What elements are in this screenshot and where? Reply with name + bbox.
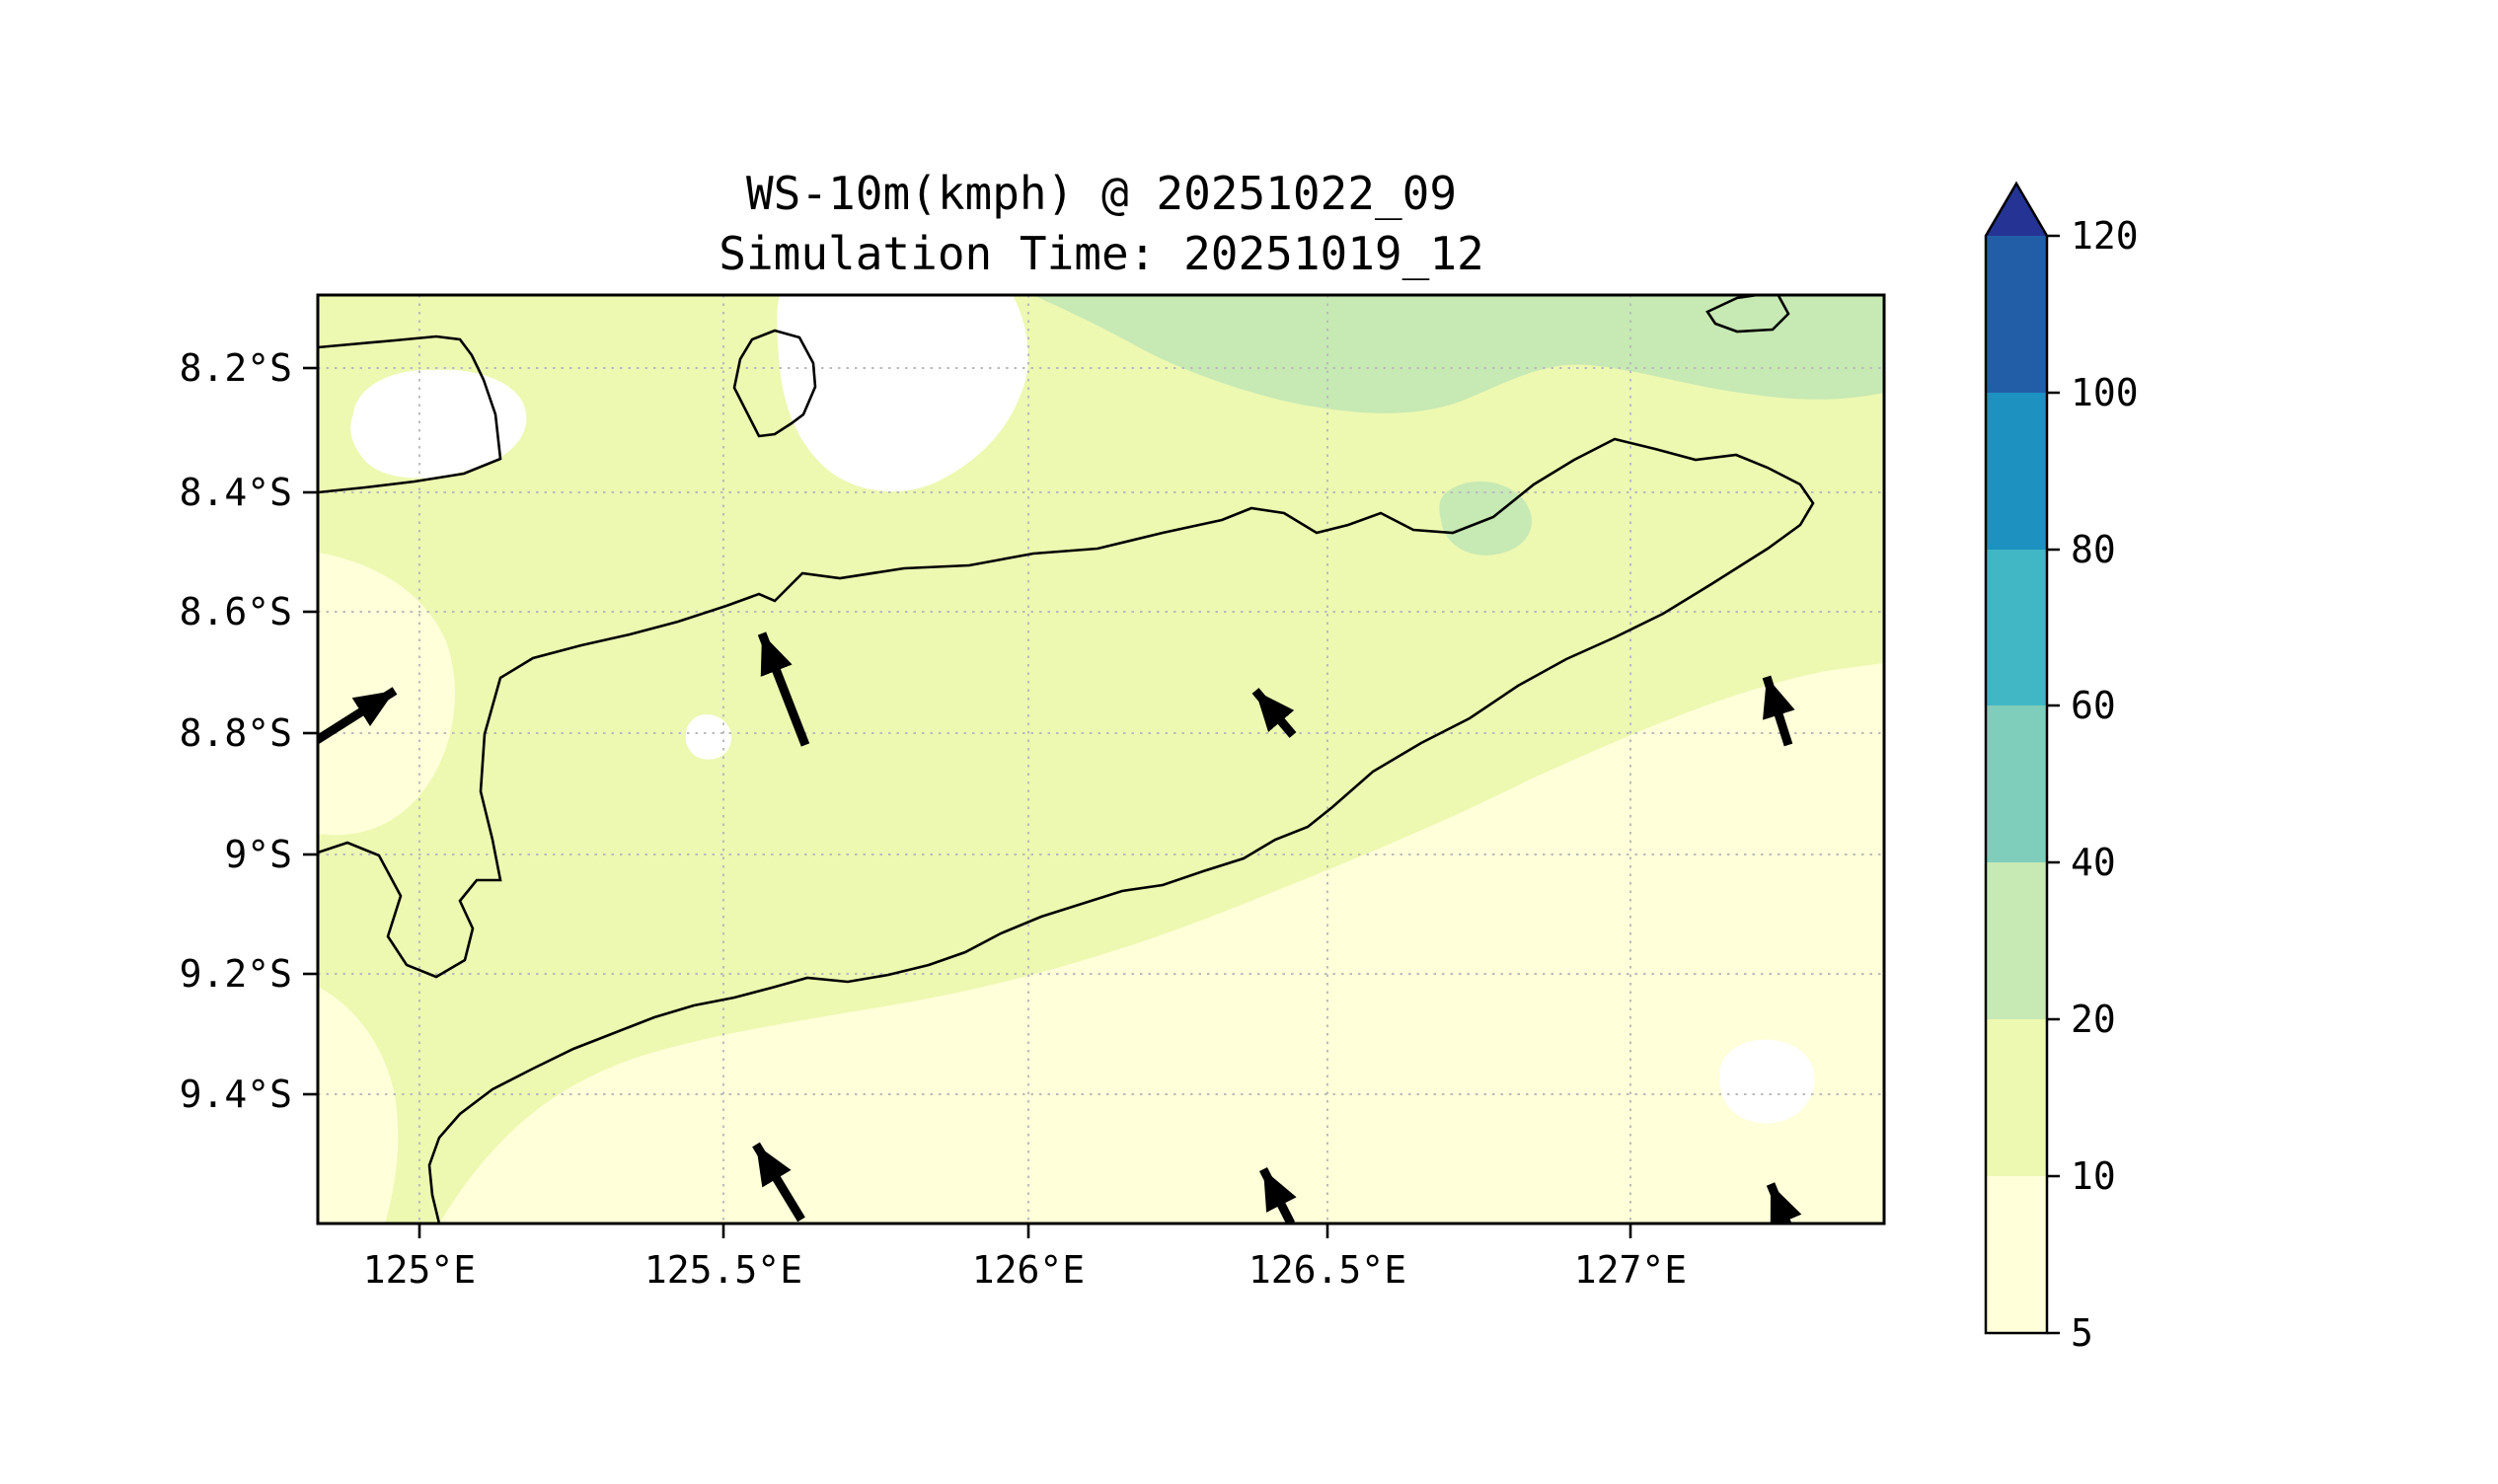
colorbar-segment-20-40 [1986, 862, 2047, 1019]
contour-below-5-north-center [777, 295, 1028, 492]
grid-lines [318, 295, 1884, 1224]
coastline-atauro [732, 329, 817, 438]
colorbar-label: 120 [2071, 214, 2139, 258]
colorbar-label: 20 [2071, 998, 2116, 1041]
x-tick-label: 126°E [972, 1248, 1085, 1292]
contour-below-5-southeast [1719, 1039, 1815, 1124]
coastline-timor [318, 437, 1815, 1224]
y-tick-label: 9°S [224, 833, 292, 876]
contour-band-5-10-south-sea [439, 663, 1884, 1224]
coastline-islet-northeast [1705, 295, 1790, 334]
colorbar-segment-80-100 [1986, 393, 2047, 550]
contour-band-20-40-northeast [1033, 295, 1884, 413]
colorbar-label: 5 [2071, 1311, 2093, 1355]
map-title: WS-10m(kmph) @ 20251022_09 [746, 167, 1457, 220]
y-tick-label: 8.4°S [180, 471, 292, 514]
map-plot-area [318, 295, 1884, 1224]
wind-arrows [318, 631, 1802, 1224]
colorbar-segment-60-80 [1986, 550, 2047, 705]
colorbar-segment-100-120 [1986, 236, 2047, 393]
contour-band-5-10-southwest [318, 987, 399, 1224]
wind-arrow-far-east [1762, 675, 1795, 747]
plot-border [316, 293, 1886, 1225]
map-subtitle: Simulation Time: 20251019_12 [719, 227, 1483, 280]
colorbar-over-triangle [1986, 184, 2047, 236]
colorbar-label: 60 [2071, 684, 2116, 727]
colorbar-outline [1984, 181, 2049, 1335]
x-tick-label: 125.5°E [644, 1248, 802, 1292]
colorbar-label: 80 [2071, 528, 2116, 571]
wind-arrow-south-east [1258, 1166, 1297, 1224]
x-tick-label: 126.5°E [1249, 1248, 1406, 1292]
wind-arrow-north-center [757, 631, 810, 747]
wind-arrow-west [318, 687, 398, 745]
axis-ticks [303, 366, 1632, 1238]
colorbar: 120 100 80 60 40 20 10 5 [1984, 181, 2139, 1355]
colorbar-label: 10 [2071, 1154, 2116, 1198]
colorbar-segment-10-20 [1986, 1019, 2047, 1176]
colorbar-segment-40-60 [1986, 705, 2047, 862]
colorbar-label: 100 [2071, 371, 2139, 414]
colorbar-ticks [2047, 234, 2060, 1335]
y-tick-label: 8.6°S [180, 590, 292, 633]
coastlines [318, 295, 1815, 1224]
y-tick-label: 9.2°S [180, 952, 292, 996]
contour-below-5-small [685, 713, 732, 760]
y-tick-label: 8.2°S [180, 346, 292, 390]
coastline-alor [318, 334, 502, 494]
contour-band-20-40-blob [1439, 481, 1532, 556]
y-tick-label: 9.4°S [180, 1073, 292, 1116]
x-tick-label: 127°E [1574, 1248, 1687, 1292]
wind-arrow-north-east [1251, 688, 1297, 738]
colorbar-segment-5-10 [1986, 1176, 2047, 1333]
wind-arrow-south-center [752, 1142, 805, 1223]
y-tick-label: 8.8°S [180, 711, 292, 755]
contour-below-5-northwest [350, 369, 527, 479]
wind-arrow-south-far-east [1766, 1182, 1802, 1224]
colorbar-label: 40 [2071, 841, 2116, 884]
x-tick-label: 125°E [363, 1248, 476, 1292]
